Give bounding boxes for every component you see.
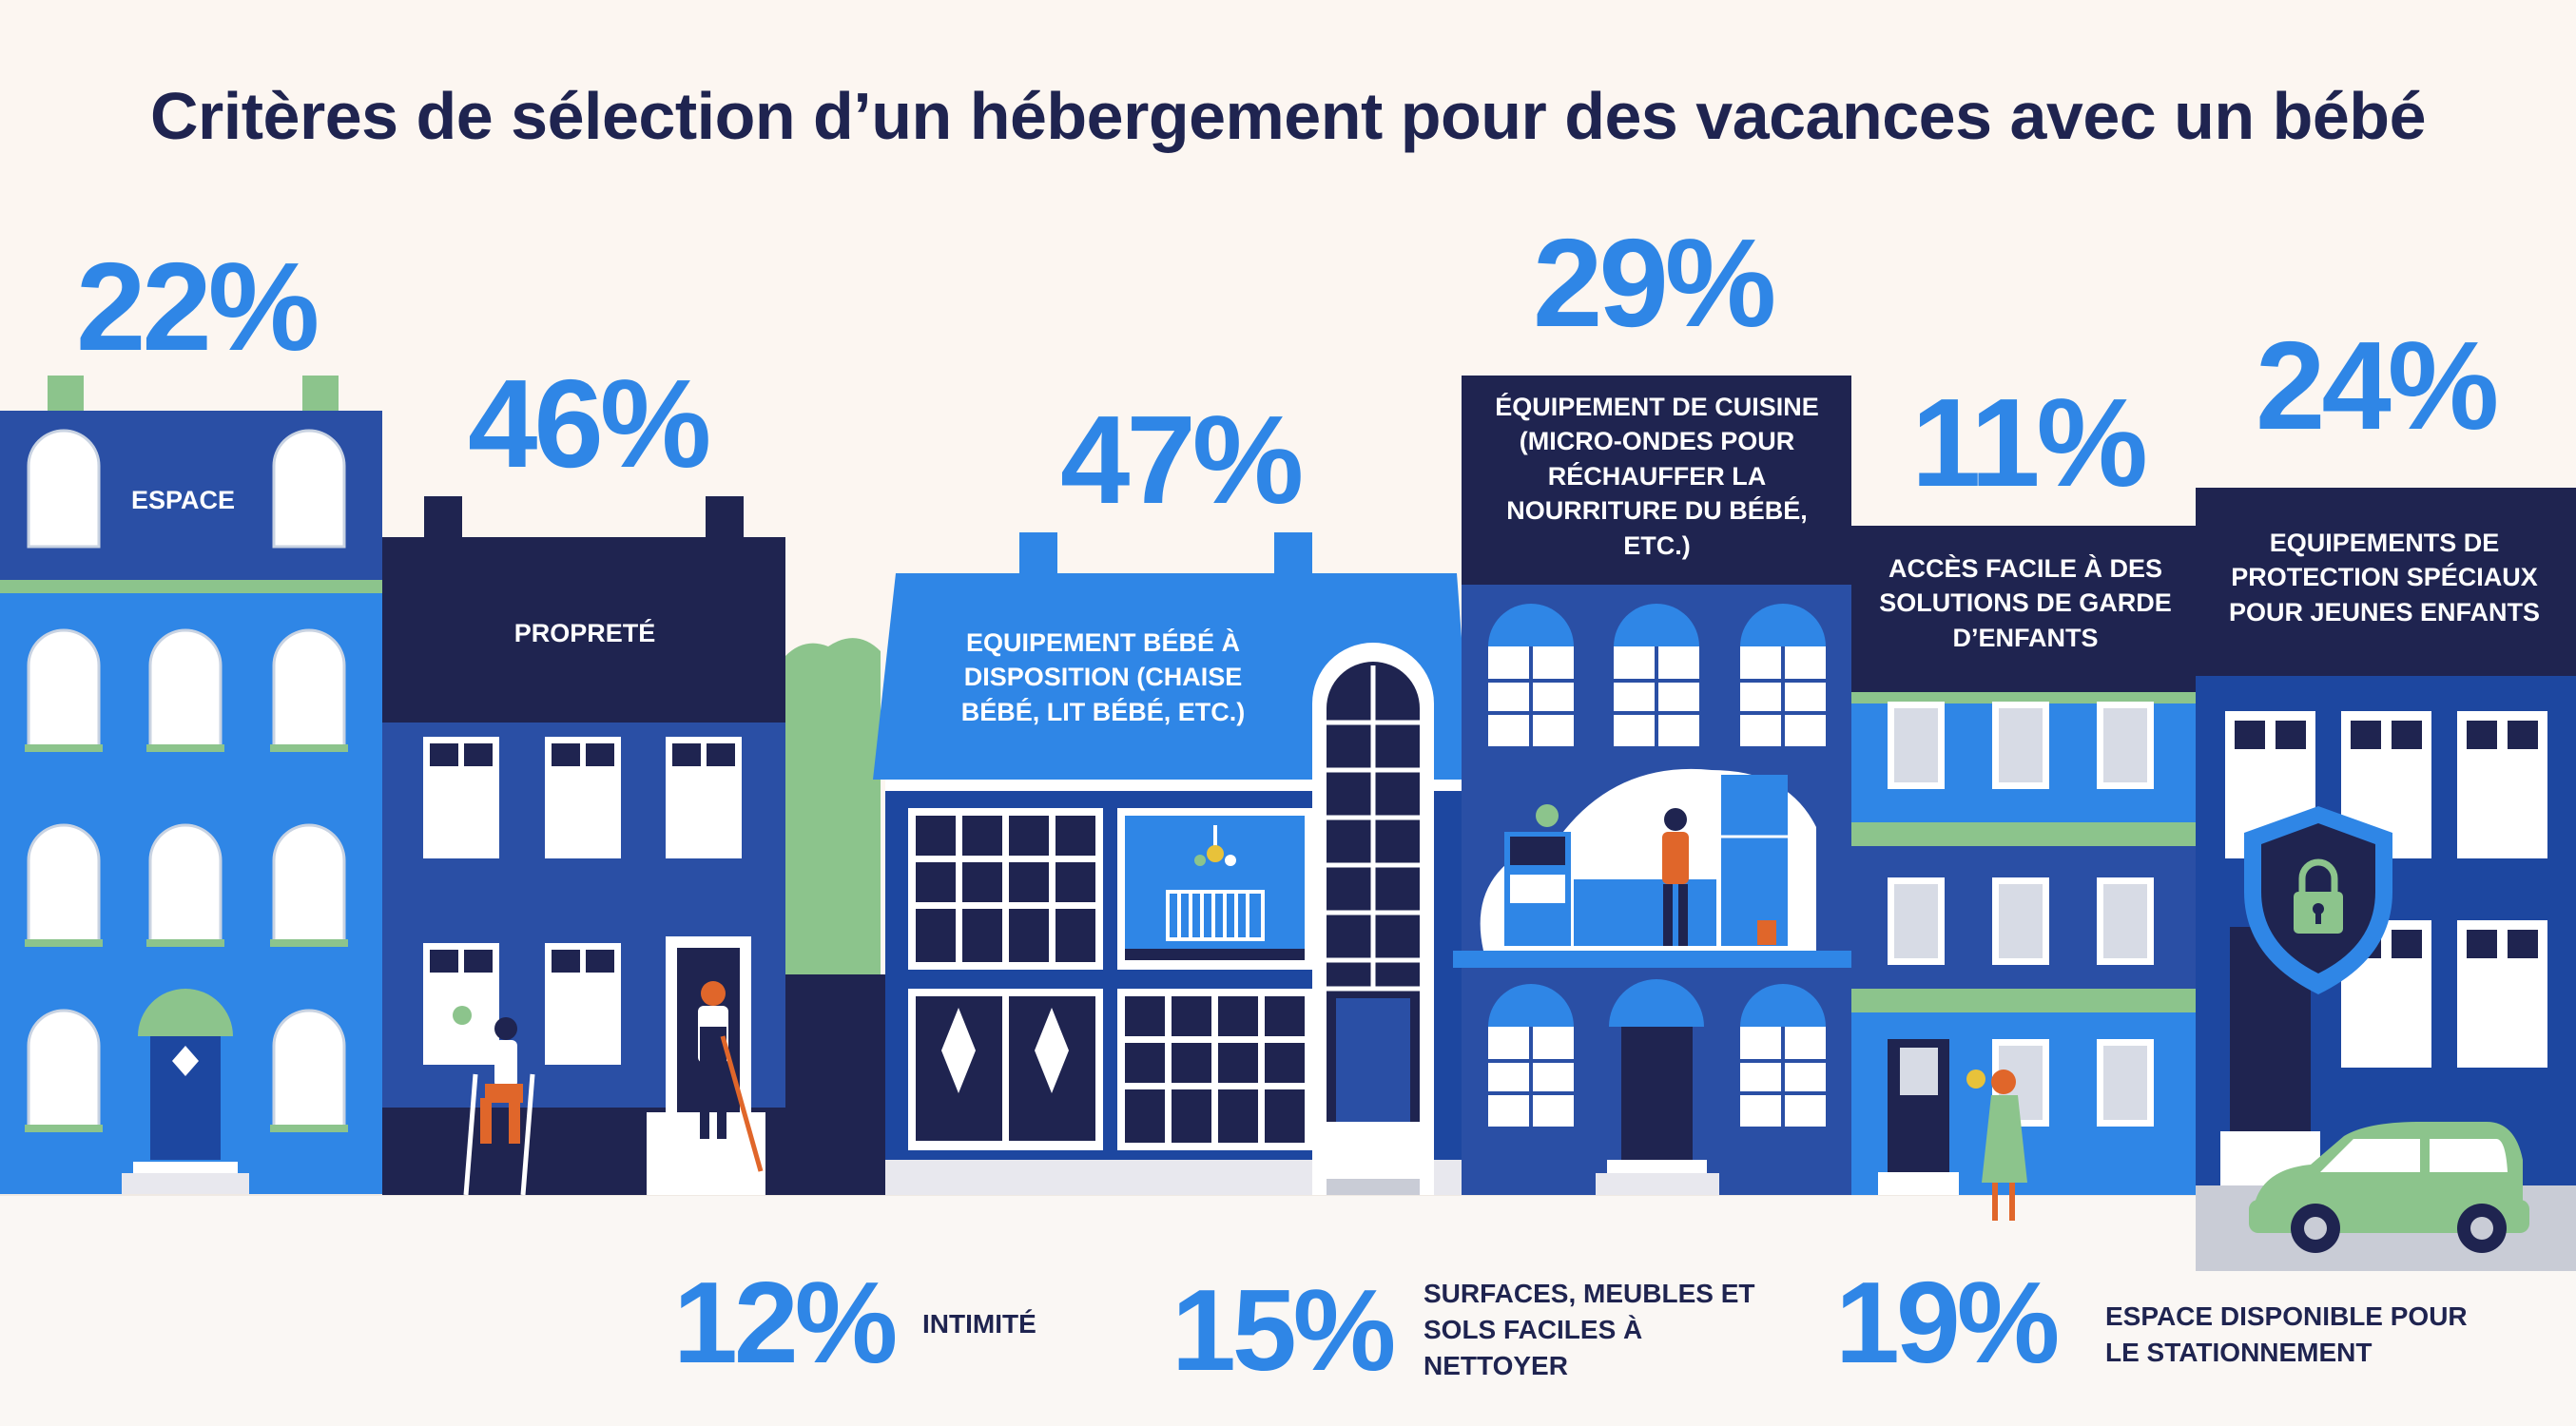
- percent-equipement-bebe: 47%: [1060, 390, 1304, 530]
- percent-garde-enfants: 11%: [1911, 373, 2148, 512]
- percent-protection: 24%: [2256, 316, 2499, 455]
- label-espace: ESPACE: [130, 486, 236, 514]
- label-equipement-bebe: EQUIPEMENT BÉBÉ À DISPOSITION (CHAISE BÉ…: [960, 628, 1246, 726]
- percent-proprete: 46%: [468, 354, 711, 493]
- percent-intimite: 12%: [673, 1258, 898, 1387]
- percent-surfaces: 15%: [1172, 1265, 1396, 1395]
- percent-cuisine: 29%: [1533, 213, 1776, 353]
- label-protection: EQUIPEMENTS DE PROTECTION SPÉCIAUX POUR …: [2228, 529, 2541, 626]
- baby-crib-icon: [1166, 825, 1265, 941]
- page-title: Critères de sélection d’un hébergement p…: [149, 79, 2427, 153]
- building-proprete: [382, 496, 785, 1196]
- building-espace: [0, 376, 382, 1194]
- sweeper-figure: [698, 981, 764, 1172]
- label-proprete: PROPRETÉ: [513, 619, 656, 647]
- kitchen-scene: [1504, 775, 1788, 946]
- car-icon: [2249, 1122, 2529, 1253]
- percent-espace: 22%: [76, 237, 320, 376]
- lock-shield-icon: [2244, 806, 2392, 994]
- building-garde-enfants: [1851, 526, 2196, 1221]
- building-cuisine: [1453, 376, 1864, 1195]
- label-garde-enfants: ACCÈS FACILE À DES SOLUTIONS DE GARDE D’…: [1879, 554, 2172, 652]
- percent-stationnement: 19%: [1835, 1258, 2060, 1387]
- label-intimite: INTIMITÉ: [922, 1309, 1036, 1339]
- label-cuisine: ÉQUIPEMENT DE CUISINE (MICRO-ONDES POUR …: [1495, 393, 1819, 560]
- building-equipement-bebe: [873, 532, 1472, 1195]
- mother-figure: [1966, 1070, 2027, 1221]
- label-surfaces: SURFACES, MEUBLES ET SOLS FACILES À NETT…: [1424, 1279, 1755, 1380]
- window-cleaner-figure: [453, 1006, 535, 1196]
- building-protection: [2196, 488, 2576, 1271]
- label-stationnement: ESPACE DISPONIBLE POUR LE STATIONNEMENT: [2105, 1301, 2468, 1367]
